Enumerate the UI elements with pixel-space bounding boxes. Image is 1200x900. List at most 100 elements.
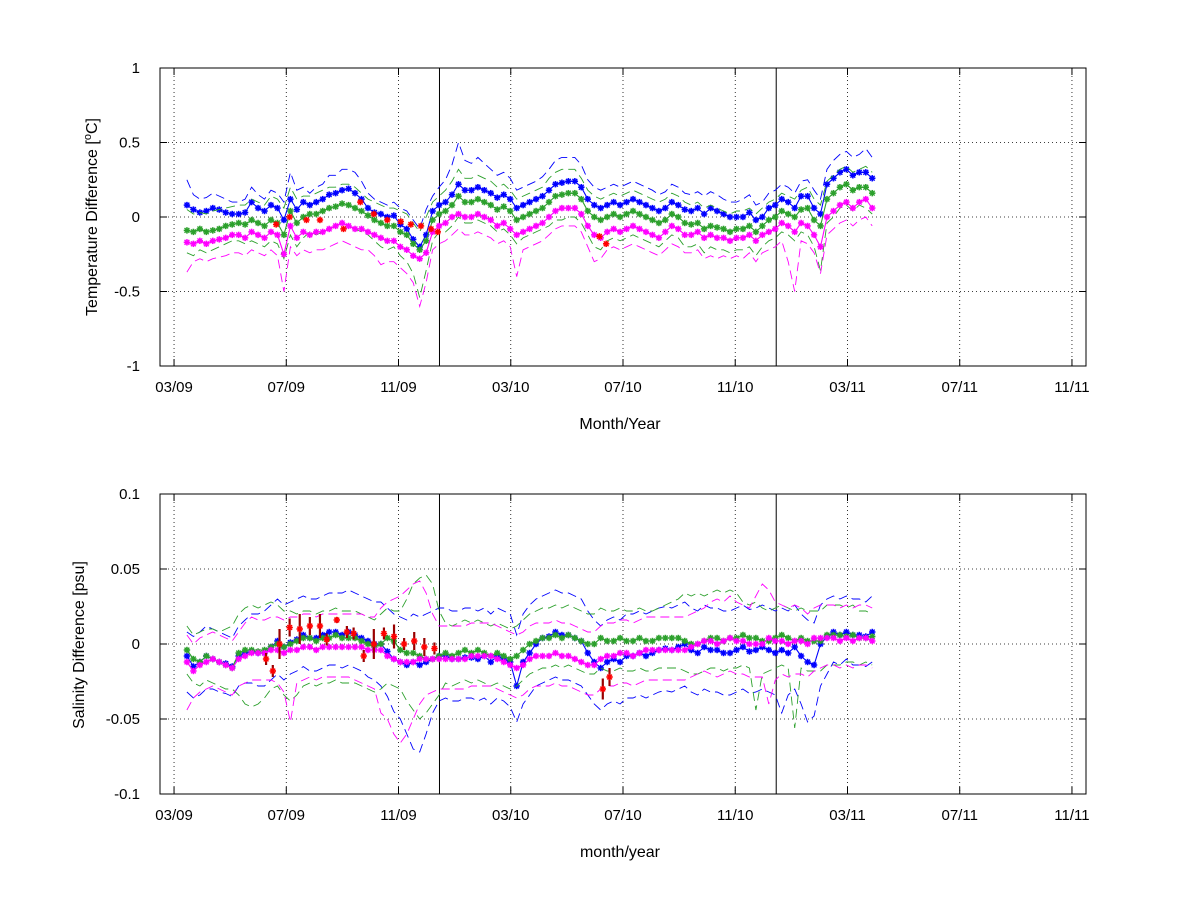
temperature-series-5-point-82	[713, 234, 721, 242]
temperature-series-0-point-105	[862, 169, 869, 176]
temperature-series-0-point-101	[836, 169, 844, 176]
temperature-series-5-point-7	[228, 231, 236, 239]
salinity-series-0-point-95	[797, 652, 805, 660]
temperature-series-5-point-20	[313, 228, 320, 236]
temperature-series-0-point-39	[435, 201, 443, 209]
salinity-series-6-point-39	[435, 655, 443, 663]
temperature-series-7-point-5	[357, 198, 364, 206]
salinity-series-6-point-63	[591, 661, 598, 669]
temperature-series-2-point-59	[565, 189, 572, 197]
salinity-series-6-point-26	[351, 643, 359, 651]
temperature-series-5-point-4	[209, 237, 216, 245]
temperature-series-0-point-16	[287, 195, 294, 203]
temperature-series-5-point-57	[552, 207, 559, 215]
temperature-series-5-point-28	[364, 228, 372, 236]
salinity-series-6-point-33	[397, 658, 404, 666]
temperature-series-0-point-4	[209, 204, 216, 212]
salinity-series-3-point-65	[603, 637, 611, 645]
temperature-series-5-point-23	[332, 222, 339, 230]
temperature-series-0-point-61	[578, 184, 585, 191]
salinity-series-6-point-68	[623, 649, 630, 657]
temperature-series-2-point-12	[261, 222, 268, 230]
salinity-xtick-label-4: 07/10	[604, 807, 642, 824]
salinity-xlabel: month/year	[580, 844, 661, 861]
temperature-series-2-point-8	[235, 219, 242, 227]
temperature-series-0-point-96	[804, 192, 811, 200]
salinity-series-0-point-62	[584, 649, 591, 657]
temperature-series-5-point-62	[584, 222, 591, 230]
temperature-series-5-point-40	[442, 219, 449, 227]
temperature-series-2-point-15	[280, 231, 288, 239]
salinity-series-6-point-69	[629, 652, 637, 660]
temperature-series-5-point-53	[526, 225, 533, 233]
salinity-series-6-point-11	[254, 649, 262, 657]
temperature-series-2-point-44	[468, 198, 475, 206]
temperature-series-5-point-102	[843, 198, 850, 206]
temperature-series-0-point-52	[519, 201, 527, 209]
temperature-series-0-point-106	[869, 175, 876, 182]
salinity-series-6-point-0	[183, 658, 191, 666]
temperature-series-2-point-55	[539, 204, 546, 212]
temperature-series-5-point-19	[306, 231, 313, 239]
salinity-series-4-line	[186, 574, 873, 636]
salinity-series-6-point-15	[280, 649, 288, 657]
salinity-series-6-point-56	[545, 652, 553, 660]
temperature-series-2-point-40	[442, 207, 449, 215]
temperature-series-5-point-97	[810, 231, 818, 239]
temperature-series-5-point-86	[739, 234, 747, 242]
salinity-series-8-line	[186, 664, 873, 744]
temperature-series-5-point-84	[726, 237, 734, 245]
temperature-series-5-point-100	[830, 207, 837, 215]
salinity-series-3-point-88	[752, 634, 760, 642]
temperature-series-0-point-70	[636, 198, 643, 206]
temperature-series-2-point-69	[629, 207, 637, 215]
salinity-series-6-point-28	[364, 646, 372, 654]
salinity-series-6-point-58	[558, 652, 566, 660]
temperature-series-5-point-67	[616, 228, 624, 236]
salinity-series-3-point-82	[713, 634, 721, 642]
temperature-series-0-point-55	[539, 192, 546, 200]
salinity-series-3-point-45	[474, 646, 482, 654]
salinity-series-3-point-70	[636, 634, 643, 642]
temperature-series-1	[186, 141, 873, 230]
temperature-series-5-point-94	[791, 228, 798, 236]
salinity-series-9-point-10	[350, 630, 357, 637]
temperature-series-2-point-56	[545, 198, 553, 206]
temperature-series-2-point-21	[319, 207, 326, 215]
temperature-series-5-point-42	[455, 210, 462, 218]
salinity-series-3-point-49	[500, 652, 507, 660]
temperature-series-2-point-53	[526, 210, 533, 218]
salinity-series-6-point-89	[759, 640, 766, 648]
temperature-series-0-point-28	[364, 204, 372, 212]
temperature-series-5-point-96	[804, 222, 811, 230]
temperature-series-5-point-56	[545, 213, 553, 221]
temperature-series-5-point-75	[668, 222, 676, 230]
temperature-series-2-point-25	[345, 201, 352, 209]
temperature-series-7-point-10	[417, 222, 425, 230]
salinity-series-6-point-36	[416, 655, 423, 663]
salinity-series-6-point-1	[190, 667, 197, 675]
salinity-ytick-label-4: 0.1	[119, 486, 140, 503]
temperature-series-2-point-92	[778, 207, 785, 215]
salinity-series-3-point-61	[578, 637, 585, 645]
temperature-series-2-point-89	[759, 222, 766, 230]
temperature-series-2-point-64	[597, 216, 604, 224]
temperature-series-2-point-38	[429, 216, 436, 224]
temperature-series-2-point-11	[254, 219, 262, 227]
temperature-series-2-point-60	[571, 189, 579, 197]
salinity-series-3-point-63	[591, 640, 598, 648]
temperature-series-5-point-61	[578, 210, 585, 218]
temperature-series-5-point-90	[765, 228, 773, 236]
temperature-series-2-point-2	[196, 225, 204, 233]
salinity-series-9-point-8	[333, 616, 340, 624]
salinity-series-3-point-0	[183, 646, 191, 654]
temperature-series-0-point-64	[597, 204, 604, 212]
salinity-series-3-point-53	[526, 640, 533, 648]
salinity-series-9-point-14	[390, 633, 398, 640]
salinity-series-3-point-58	[558, 634, 566, 642]
temperature-series-2-point-46	[481, 198, 488, 206]
temperature-series-2-point-42	[455, 192, 462, 200]
salinity-series-3-point-92	[778, 631, 785, 639]
salinity-series-0-point-91	[772, 649, 779, 657]
salinity-series-3-point-72	[649, 637, 656, 645]
